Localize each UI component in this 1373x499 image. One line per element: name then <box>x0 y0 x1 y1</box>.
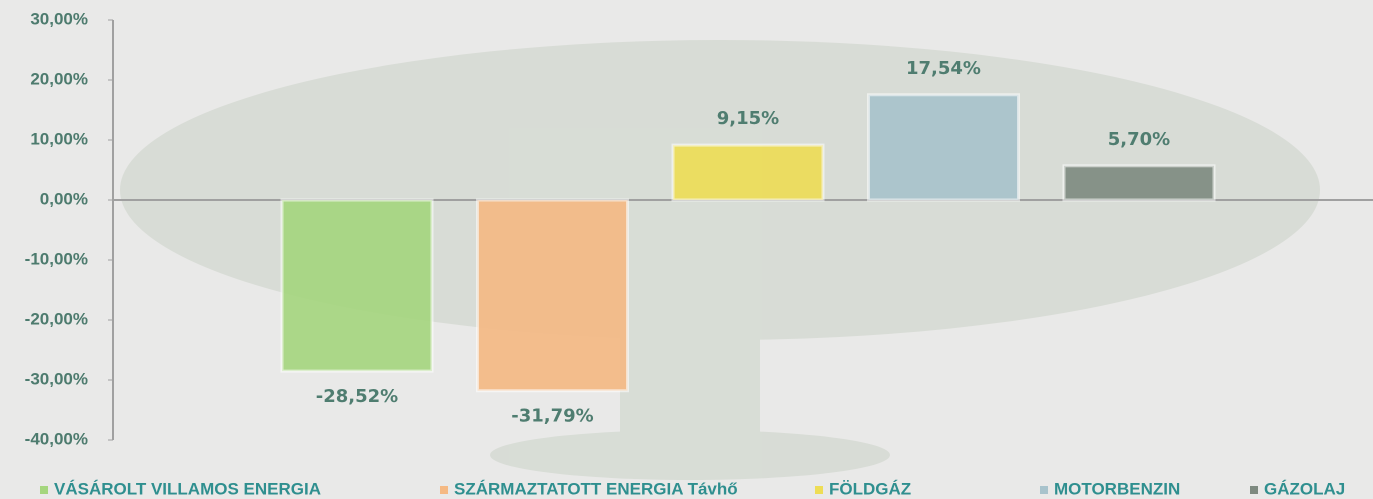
data-label: 17,54% <box>906 58 981 79</box>
data-label: 5,70% <box>1108 129 1170 150</box>
data-label: -28,52% <box>316 386 398 407</box>
y-tick-label: 10,00% <box>30 129 88 148</box>
y-tick-label: 20,00% <box>30 69 88 88</box>
bar <box>671 143 825 202</box>
bar <box>1062 164 1216 202</box>
bar <box>867 93 1020 202</box>
legend-label: MOTORBENZIN <box>1054 479 1180 498</box>
legend-label: VÁSÁROLT VILLAMOS ENERGIA <box>54 479 321 498</box>
data-label: -31,79% <box>511 406 593 427</box>
y-tick-label: -20,00% <box>25 309 88 328</box>
legend-marker <box>815 486 823 494</box>
y-tick-label: 30,00% <box>30 9 88 28</box>
legend-label: GÁZOLAJ <box>1264 479 1345 498</box>
legend-marker <box>40 486 48 494</box>
y-tick-label: -40,00% <box>25 429 88 448</box>
y-tick-label: 0,00% <box>40 189 88 208</box>
legend-marker <box>1250 486 1258 494</box>
y-tick-label: -30,00% <box>25 369 88 388</box>
legend-marker <box>440 486 448 494</box>
legend-label: FÖLDGÁZ <box>829 479 911 498</box>
legend-marker <box>1040 486 1048 494</box>
data-label: 9,15% <box>717 108 779 129</box>
y-tick-label: -10,00% <box>25 249 88 268</box>
legend-label: SZÁRMAZTATOTT ENERGIA Távhő <box>454 479 738 498</box>
bar <box>280 198 434 373</box>
bar <box>476 198 629 393</box>
